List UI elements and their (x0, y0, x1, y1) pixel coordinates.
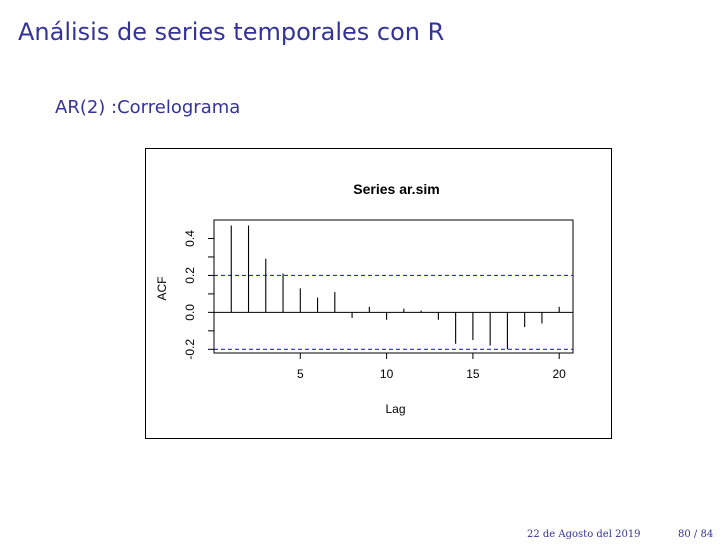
chart-title: Series ar.sim (353, 181, 439, 197)
y-tick-label: 0.4 (183, 230, 197, 247)
footer-page-number: 80 / 84 (678, 529, 714, 540)
acf-figure: Series ar.sim 5 10 15 20 Lag -0.2 0.0 0.2 0.4 ACF (145, 148, 612, 439)
plot-box (213, 219, 574, 354)
y-tick-label: 0.2 (183, 267, 197, 284)
footer-date: 22 de Agosto del 2019 (527, 529, 641, 540)
acf-chart: Series ar.sim 5 10 15 20 Lag -0.2 0.0 0.2 0.4 ACF (155, 181, 574, 416)
x-axis-label: Lag (385, 402, 405, 416)
slide-subtitle: AR(2) :Correlograma (55, 97, 241, 118)
x-tick-label: 20 (553, 367, 567, 381)
slide-title: Análisis de series temporales con R (18, 18, 445, 46)
y-axis-label: ACF (155, 277, 169, 301)
y-tick-label: -0.2 (183, 339, 197, 360)
x-tick-label: 10 (380, 367, 394, 381)
x-tick-label: 15 (466, 367, 480, 381)
x-tick-label: 5 (297, 367, 304, 381)
y-tick-label: 0.0 (183, 304, 197, 321)
